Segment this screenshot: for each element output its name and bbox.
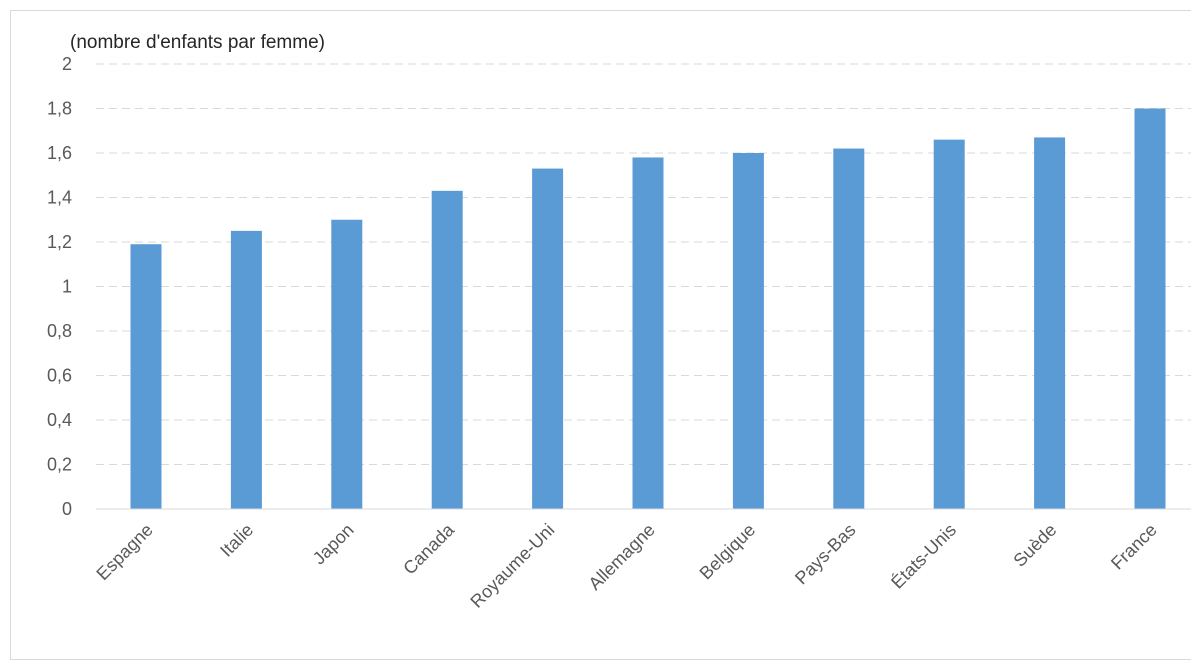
y-tick-label: 1	[62, 277, 72, 297]
y-tick-label: 0,4	[47, 410, 72, 430]
y-tick-label: 0	[62, 499, 72, 519]
bar--tats-unis	[933, 139, 965, 509]
y-tick-label: 0,8	[47, 321, 72, 341]
x-tick-label: Suède	[1009, 520, 1060, 571]
x-tick-label: Pays-Bas	[791, 520, 860, 589]
x-tick-label: Japon	[309, 520, 358, 569]
bar-canada	[431, 190, 463, 509]
x-tick-label: Espagne	[92, 520, 156, 584]
x-tick-label: Canada	[399, 519, 458, 578]
x-tick-label: Allemagne	[585, 520, 659, 594]
x-tick-label: Belgique	[696, 520, 760, 584]
y-tick-label: 1,2	[47, 232, 72, 252]
chart-frame	[10, 10, 1191, 660]
y-unit-label: (nombre d'enfants par femme)	[70, 32, 325, 53]
bar-royaume-uni	[532, 168, 564, 509]
bar-espagne	[130, 244, 162, 509]
y-axis-ticks: 0 0,2 0,4 0,6 0,8 1 1,2 1,4 1,6 1,8 2	[47, 54, 72, 519]
x-tick-label: France	[1107, 520, 1161, 574]
bar-italie	[230, 230, 262, 509]
bar-japon	[331, 219, 363, 509]
y-tick-label: 0,2	[47, 455, 72, 475]
y-tick-label: 1,4	[47, 188, 72, 208]
bars	[130, 108, 1166, 510]
bar-belgique	[732, 153, 764, 509]
bar-france	[1134, 108, 1166, 509]
y-tick-label: 1,8	[47, 99, 72, 119]
x-tick-label: Royaume-Uni	[466, 520, 558, 612]
bar-su-de	[1034, 137, 1066, 510]
y-tick-label: 2	[62, 54, 72, 74]
y-tick-label: 0,6	[47, 366, 72, 386]
bar-allemagne	[632, 157, 664, 509]
x-axis-ticks: Espagne Italie Japon Canada Royaume-Uni Allem…	[92, 519, 1160, 612]
bar-pays-bas	[833, 148, 865, 510]
x-tick-label: États-Unis	[887, 520, 960, 593]
x-tick-label: Italie	[216, 520, 257, 561]
y-tick-label: 1,6	[47, 143, 72, 163]
